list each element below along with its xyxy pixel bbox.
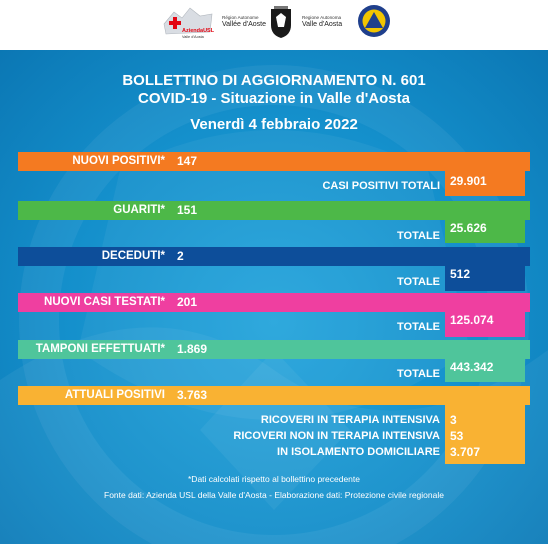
region2-logo-line2: Valle d'Aosta bbox=[302, 21, 343, 28]
bulletin-title: BOLLETTINO DI AGGIORNAMENTO N. 601 bbox=[122, 72, 426, 89]
recovered-bar bbox=[18, 201, 530, 220]
current-positives-bar bbox=[18, 386, 530, 405]
region-crest-icon bbox=[268, 5, 294, 39]
current-positives-details-block bbox=[445, 386, 525, 464]
bulletin-board: BOLLETTINO DI AGGIORNAMENTO N. 601 COVID… bbox=[0, 50, 548, 544]
usl-logo-text: AziendaUSL bbox=[182, 28, 215, 34]
swabs-total-value: 443.342 bbox=[450, 360, 494, 374]
region-text-logo: Région Autonome Vallée d'Aoste bbox=[222, 4, 278, 40]
usl-logo: AziendaUSL Valle d'Aosta bbox=[160, 4, 216, 40]
deceased-total-label: TOTALE bbox=[397, 276, 440, 288]
home-isolation-value: 3.707 bbox=[450, 445, 481, 459]
new-tested-label: NUOVI CASI TESTATI* bbox=[44, 296, 165, 308]
deceased-bar bbox=[18, 247, 530, 266]
footnote: *Dati calcolati rispetto al bollettino p… bbox=[188, 474, 360, 484]
deceased-total-block bbox=[445, 247, 525, 291]
region-logo-line2: Vallée d'Aoste bbox=[222, 21, 267, 28]
swabs-total-block bbox=[445, 340, 525, 382]
new-tested-value: 201 bbox=[177, 295, 198, 309]
new-tested-bar bbox=[18, 293, 530, 312]
civil-protection-icon bbox=[357, 4, 391, 38]
icu-value: 3 bbox=[450, 413, 457, 427]
swabs-bar bbox=[18, 340, 530, 359]
non-icu-label: RICOVERI NON IN TERAPIA INTENSIVA bbox=[233, 430, 440, 442]
bulletin-subtitle: COVID-19 - Situazione in Valle d'Aosta bbox=[138, 90, 410, 107]
header: AziendaUSL Valle d'Aosta Région Autonome… bbox=[0, 0, 548, 50]
total-cases-block bbox=[445, 152, 525, 196]
recovered-label: GUARITI* bbox=[113, 204, 165, 216]
region2-logo-line1: Regione Autonoma bbox=[302, 15, 342, 20]
swabs-label: TAMPONI EFFETTUATI* bbox=[35, 343, 165, 355]
deceased-total-value: 512 bbox=[450, 267, 471, 281]
data-source: Fonte dati: Azienda USL della Valle d'Ao… bbox=[104, 490, 444, 500]
bulletin-date: Venerdì 4 febbraio 2022 bbox=[190, 116, 358, 133]
usl-logo-subtext: Valle d'Aosta bbox=[182, 35, 204, 39]
total-cases-label: CASI POSITIVI TOTALI bbox=[322, 180, 440, 192]
swabs-value: 1.869 bbox=[177, 342, 208, 356]
home-isolation-label: IN ISOLAMENTO DOMICILIARE bbox=[277, 446, 440, 458]
swabs-total-label: TOTALE bbox=[397, 368, 440, 380]
new-positives-label: NUOVI POSITIVI* bbox=[72, 155, 165, 167]
tested-total-value: 125.074 bbox=[450, 313, 494, 327]
tested-total-label: TOTALE bbox=[397, 321, 440, 333]
current-positives-label: ATTUALI POSITIVI bbox=[64, 389, 165, 401]
non-icu-value: 53 bbox=[450, 429, 464, 443]
recovered-total-label: TOTALE bbox=[397, 230, 440, 242]
deceased-value: 2 bbox=[177, 249, 184, 263]
recovered-value: 151 bbox=[177, 203, 198, 217]
region-logo-line1: Région Autonome bbox=[222, 15, 259, 20]
recovered-total-block bbox=[445, 201, 525, 243]
region-text-logo-2: Regione Autonoma Valle d'Aosta bbox=[300, 4, 352, 40]
recovered-total-value: 25.626 bbox=[450, 221, 487, 235]
new-positives-value: 147 bbox=[177, 154, 198, 168]
deceased-label: DECEDUTI* bbox=[101, 250, 165, 262]
icu-label: RICOVERI IN TERAPIA INTENSIVA bbox=[260, 414, 440, 426]
current-positives-value: 3.763 bbox=[177, 388, 208, 402]
total-cases-value: 29.901 bbox=[450, 174, 487, 188]
new-positives-bar bbox=[18, 152, 530, 171]
tested-total-block bbox=[445, 293, 525, 337]
